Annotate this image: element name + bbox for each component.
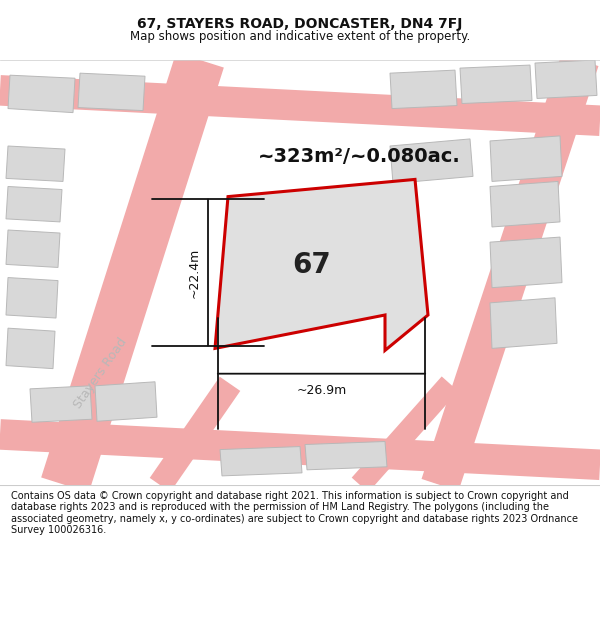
Text: ~22.4m: ~22.4m bbox=[188, 248, 201, 298]
Polygon shape bbox=[30, 386, 92, 423]
Text: ~323m²/~0.080ac.: ~323m²/~0.080ac. bbox=[258, 147, 461, 166]
Polygon shape bbox=[490, 136, 562, 181]
Polygon shape bbox=[95, 382, 157, 421]
Text: 67, STAYERS ROAD, DONCASTER, DN4 7FJ: 67, STAYERS ROAD, DONCASTER, DN4 7FJ bbox=[137, 17, 463, 31]
Text: Stayers Road: Stayers Road bbox=[71, 336, 129, 411]
Polygon shape bbox=[490, 237, 562, 288]
Polygon shape bbox=[390, 139, 473, 184]
Polygon shape bbox=[6, 278, 58, 318]
Text: Contains OS data © Crown copyright and database right 2021. This information is : Contains OS data © Crown copyright and d… bbox=[11, 491, 578, 536]
Polygon shape bbox=[8, 75, 75, 112]
Polygon shape bbox=[390, 70, 457, 109]
Text: Stayers Rd: Stayers Rd bbox=[220, 226, 270, 289]
Text: 67: 67 bbox=[292, 251, 331, 279]
Polygon shape bbox=[305, 441, 387, 470]
Polygon shape bbox=[6, 328, 55, 369]
Polygon shape bbox=[535, 60, 597, 99]
Polygon shape bbox=[220, 446, 302, 476]
Polygon shape bbox=[460, 65, 532, 104]
Polygon shape bbox=[6, 186, 62, 222]
Polygon shape bbox=[78, 73, 145, 111]
Polygon shape bbox=[6, 146, 65, 181]
Text: ~26.9m: ~26.9m bbox=[296, 384, 347, 397]
Polygon shape bbox=[215, 179, 428, 351]
Text: Map shows position and indicative extent of the property.: Map shows position and indicative extent… bbox=[130, 30, 470, 43]
Polygon shape bbox=[490, 181, 560, 227]
Polygon shape bbox=[6, 230, 60, 268]
Polygon shape bbox=[490, 298, 557, 348]
